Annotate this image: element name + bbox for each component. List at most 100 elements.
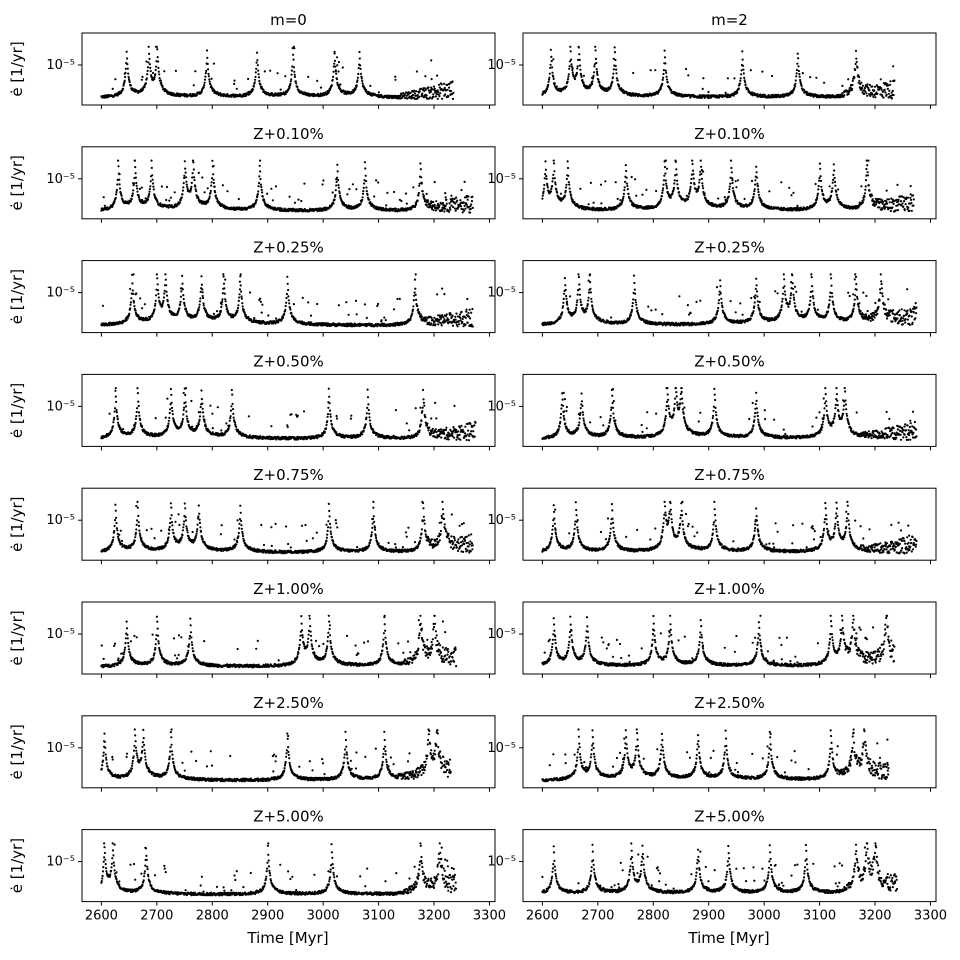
data-point bbox=[122, 87, 125, 90]
data-point bbox=[692, 173, 695, 176]
data-point bbox=[439, 92, 442, 95]
data-point bbox=[819, 179, 823, 182]
data-point bbox=[851, 87, 854, 90]
data-point bbox=[436, 293, 439, 296]
data-point bbox=[186, 185, 189, 188]
data-point bbox=[687, 74, 690, 77]
data-point bbox=[307, 301, 310, 304]
data-point bbox=[438, 204, 441, 207]
data-point bbox=[182, 186, 185, 189]
data-point bbox=[173, 191, 176, 194]
data-point bbox=[566, 160, 569, 163]
data-point bbox=[212, 164, 215, 168]
data-point bbox=[739, 77, 742, 80]
data-point bbox=[319, 86, 323, 89]
data-point bbox=[225, 305, 228, 308]
data-point bbox=[883, 88, 886, 91]
data-point bbox=[866, 164, 869, 167]
data-point bbox=[257, 190, 260, 193]
data-point bbox=[729, 182, 732, 185]
data-point bbox=[707, 90, 710, 94]
data-point bbox=[322, 179, 325, 182]
data-point bbox=[552, 75, 555, 78]
data-point bbox=[443, 318, 446, 321]
data-point bbox=[173, 206, 176, 209]
data-point bbox=[238, 280, 241, 283]
data-point bbox=[213, 185, 216, 188]
data-point bbox=[871, 93, 874, 96]
data-point bbox=[863, 92, 866, 96]
data-point bbox=[606, 89, 609, 92]
data-point bbox=[172, 92, 175, 95]
data-point bbox=[547, 83, 550, 86]
data-point bbox=[582, 81, 585, 84]
data-point bbox=[432, 93, 435, 96]
data-point bbox=[754, 179, 757, 182]
data-point bbox=[335, 176, 339, 179]
data-point bbox=[210, 77, 213, 80]
data-point bbox=[165, 294, 169, 297]
data-point bbox=[129, 307, 132, 310]
data-point bbox=[760, 200, 763, 203]
data-point bbox=[135, 292, 138, 295]
data-point bbox=[665, 182, 668, 185]
data-point bbox=[290, 69, 293, 72]
data-point bbox=[431, 319, 434, 322]
data-point bbox=[380, 319, 383, 322]
data-point bbox=[541, 194, 544, 197]
panel-3: Z+0.10%10⁻⁵ bbox=[487, 125, 937, 223]
data-point bbox=[204, 75, 207, 78]
data-point bbox=[576, 67, 579, 70]
data-point bbox=[432, 209, 435, 212]
data-point bbox=[417, 308, 420, 311]
data-point bbox=[579, 68, 582, 71]
data-point bbox=[192, 168, 195, 171]
data-point bbox=[546, 186, 549, 189]
data-point bbox=[396, 297, 399, 301]
data-point bbox=[197, 171, 200, 174]
data-point bbox=[335, 56, 339, 59]
data-point bbox=[331, 78, 334, 81]
data-point bbox=[425, 94, 428, 97]
data-point bbox=[269, 69, 272, 72]
data-point bbox=[459, 319, 462, 322]
data-point bbox=[553, 177, 556, 180]
data-point bbox=[362, 190, 365, 193]
data-point bbox=[168, 199, 171, 202]
data-point bbox=[284, 308, 287, 311]
data-point bbox=[566, 80, 569, 83]
data-point bbox=[861, 87, 864, 90]
data-point bbox=[412, 305, 415, 308]
data-point bbox=[448, 82, 451, 85]
data-point bbox=[615, 77, 619, 80]
data-point bbox=[575, 71, 579, 74]
data-point bbox=[364, 167, 367, 170]
data-point bbox=[416, 199, 419, 202]
data-point bbox=[183, 176, 186, 179]
data-point bbox=[887, 92, 891, 95]
data-point bbox=[882, 96, 885, 99]
data-point bbox=[446, 88, 449, 91]
data-point bbox=[131, 194, 134, 197]
panel-title: Z+0.25% bbox=[253, 239, 324, 257]
data-point bbox=[565, 85, 568, 88]
data-point bbox=[616, 79, 619, 82]
data-point bbox=[274, 185, 278, 188]
data-point bbox=[788, 186, 791, 189]
data-point bbox=[911, 194, 915, 197]
data-point bbox=[552, 77, 555, 81]
data-point bbox=[235, 87, 238, 90]
data-point bbox=[753, 188, 756, 191]
data-point bbox=[592, 201, 595, 204]
data-point bbox=[156, 200, 159, 203]
data-point bbox=[469, 211, 472, 214]
data-point bbox=[405, 94, 408, 97]
data-point bbox=[409, 91, 412, 94]
data-point bbox=[741, 58, 744, 61]
data-point bbox=[414, 287, 417, 290]
data-point bbox=[415, 70, 418, 73]
data-point bbox=[285, 301, 288, 304]
data-point bbox=[418, 184, 421, 187]
data-point bbox=[664, 172, 667, 175]
data-point bbox=[358, 50, 361, 54]
